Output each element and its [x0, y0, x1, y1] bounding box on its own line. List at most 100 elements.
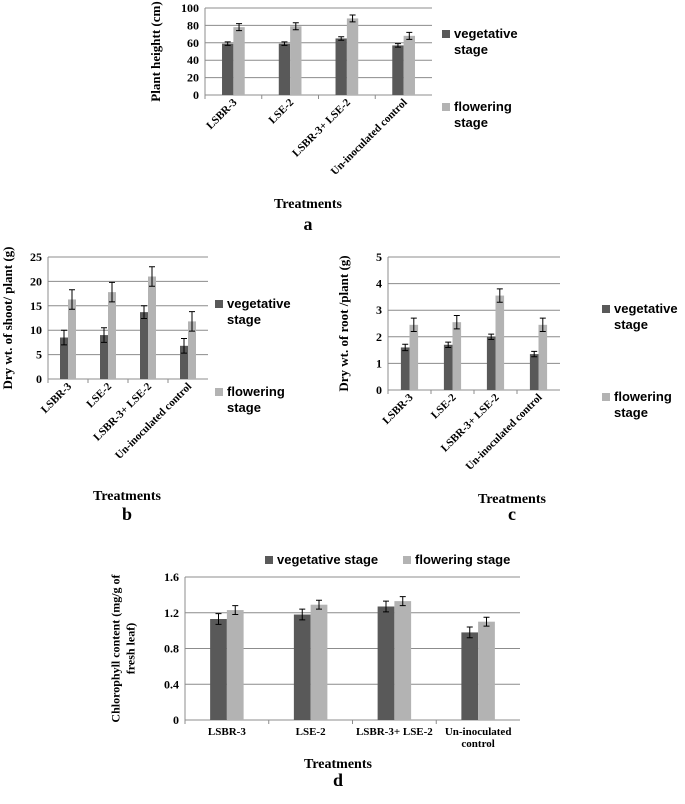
bar	[293, 614, 311, 720]
bar	[140, 312, 148, 379]
x-tick-label: LSBR-3	[380, 391, 416, 427]
error-bar	[349, 14, 356, 23]
y-tick-label: 10	[30, 323, 42, 337]
legend-swatch	[442, 30, 450, 38]
error-bar	[406, 31, 413, 40]
y-axis-label: Dry wt. of shoot/ plant (g)	[0, 247, 15, 390]
legend-swatch	[602, 393, 610, 401]
y-tick-label: 0	[173, 713, 179, 727]
legend-label-box: flowering stage	[614, 389, 672, 420]
x-tick-label-box: Un-inoculated control	[444, 726, 512, 750]
y-tick-label: 100	[181, 1, 199, 15]
x-tick-label-box: LSBR-3	[207, 726, 246, 738]
x-tick-label: LSE-2	[429, 391, 459, 421]
bar	[210, 619, 227, 720]
legend-label-box: vegetative stage	[614, 301, 678, 332]
error-bar	[338, 36, 345, 41]
bar	[108, 292, 116, 379]
error-bar	[149, 266, 155, 287]
error-bar	[292, 22, 299, 31]
legend-label-box: vegetative stage	[227, 296, 291, 327]
bar	[403, 35, 415, 95]
x-axis-label: Treatments	[478, 492, 546, 507]
legend-label: flowering stage	[614, 389, 672, 420]
legend-label-box: vegetative stage	[277, 552, 379, 567]
error-bar	[189, 311, 195, 332]
y-tick-label: 2	[376, 330, 382, 344]
error-bar	[224, 41, 231, 46]
bar	[495, 295, 505, 390]
error-bar	[483, 616, 490, 627]
x-tick-label: Un-inoculated control	[463, 392, 544, 473]
x-axis-label: Treatments	[93, 489, 161, 504]
x-tick-label: LSBR-3+ LSE-2	[355, 726, 433, 738]
legend-label-box: vegetative stage	[454, 26, 518, 57]
y-axis-label: Chlorophyll content (mg/g of fresh leaf)	[108, 574, 137, 723]
y-axis-label-box: Chlorophyll content (mg/g of fresh leaf)	[108, 574, 137, 723]
bar	[60, 337, 68, 379]
bar	[346, 18, 359, 95]
bar	[394, 601, 412, 720]
bar	[486, 336, 496, 390]
error-bar	[383, 600, 389, 613]
error-bar	[496, 288, 503, 303]
legend-label: vegetative stage	[614, 301, 678, 332]
legend-label-box: flowering stage	[227, 384, 285, 415]
y-tick-label: 0.8	[164, 642, 179, 656]
legend-label: vegetative stage	[227, 296, 291, 327]
bar	[400, 347, 410, 390]
y-tick-label: 25	[30, 250, 42, 264]
panel-label: d	[333, 770, 343, 790]
bar	[409, 324, 419, 390]
x-axis-label: Treatments	[274, 197, 342, 212]
error-bar	[236, 23, 243, 32]
legend-label-box: flowering stage	[415, 552, 510, 567]
legend-swatch	[215, 388, 223, 396]
y-tick-label: 80	[187, 18, 199, 32]
legend-swatch	[602, 305, 610, 313]
y-tick-label: 0	[193, 88, 199, 102]
error-bar	[61, 329, 67, 346]
x-tick-label: LSE-2	[84, 380, 114, 410]
legend-swatch	[215, 300, 223, 308]
bar	[392, 45, 404, 95]
bar	[100, 335, 108, 379]
y-axis-label: Dry wt. of root /plant (g)	[336, 255, 351, 391]
y-tick-label: 15	[30, 299, 42, 313]
y-tick-label: 40	[187, 53, 199, 67]
error-bar	[410, 317, 417, 332]
legend-swatch	[442, 103, 450, 111]
bar	[188, 321, 196, 379]
legend-label: vegetative stage	[277, 552, 379, 567]
bar	[148, 276, 156, 379]
x-tick-label: Un-inoculated control	[113, 381, 194, 462]
y-tick-label: 4	[376, 277, 382, 291]
y-tick-label: 20	[187, 71, 199, 85]
legend-swatch	[403, 556, 411, 564]
panel-label: a	[304, 214, 313, 234]
bar	[443, 344, 453, 390]
error-bar	[445, 341, 452, 348]
bar	[538, 324, 548, 390]
x-tick-label: LSBR-3	[207, 726, 246, 738]
y-tick-label: 60	[187, 36, 199, 50]
x-tick-label: LSE-2	[295, 726, 326, 738]
x-tick-label-box: LSE-2	[295, 726, 326, 738]
legend-label-box: flowering stage	[454, 99, 512, 130]
error-bar	[466, 626, 473, 639]
error-bar	[299, 608, 306, 621]
error-bar	[141, 305, 147, 319]
y-tick-label: 1	[376, 356, 382, 370]
error-bar	[101, 327, 107, 343]
error-bar	[316, 599, 322, 610]
y-tick-label: 5	[36, 348, 42, 362]
y-tick-label: 0	[36, 372, 42, 386]
error-bar	[109, 281, 115, 303]
x-tick-label: Un-inoculated control	[444, 726, 512, 750]
y-tick-label: 0.4	[164, 677, 179, 691]
error-bar	[488, 333, 495, 340]
y-tick-label: 0	[376, 383, 382, 397]
y-tick-label: 1.6	[164, 570, 179, 584]
bar	[290, 26, 302, 95]
